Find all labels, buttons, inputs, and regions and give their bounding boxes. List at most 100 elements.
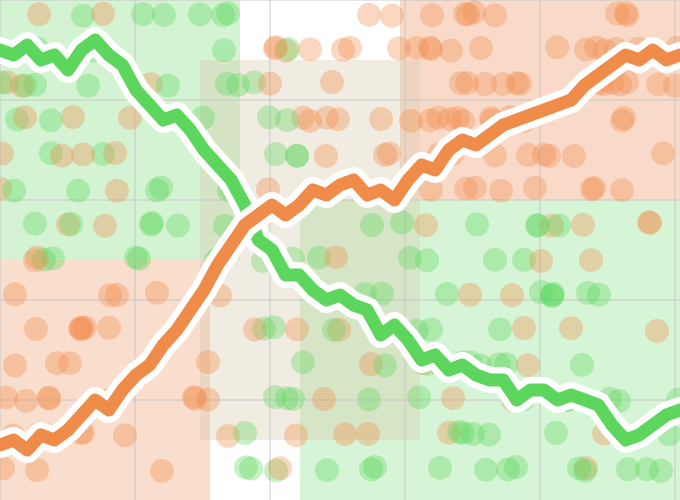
scatter-dot	[212, 38, 236, 63]
scatter-dot	[637, 210, 661, 235]
scatter-dot	[612, 105, 636, 130]
series-line-green	[0, 33, 680, 447]
scatter-dot	[651, 141, 675, 166]
scatter-dot	[298, 37, 322, 62]
scatter-dot	[435, 281, 459, 306]
scatter-dot	[645, 318, 669, 343]
scatter-dot	[465, 212, 489, 237]
scatter-dot	[573, 458, 597, 483]
scatter-dot	[264, 35, 288, 60]
scatter-dot	[118, 105, 142, 130]
scatter-dot	[474, 457, 498, 482]
scatter-dot	[263, 36, 287, 61]
scatter-dot	[437, 420, 461, 445]
scatter-dot	[23, 72, 47, 97]
scatter-dot	[454, 176, 478, 201]
scatter-dot	[105, 283, 129, 308]
scatter-dot	[0, 385, 18, 410]
scatter-dot	[252, 316, 276, 341]
scatter-dot	[446, 105, 470, 130]
scatter-dot	[574, 456, 598, 481]
scatter-dot	[373, 142, 397, 167]
scatter-dot	[567, 456, 591, 481]
scatter-dot	[103, 141, 127, 166]
scatter-dot	[70, 315, 94, 340]
scatter-dot	[281, 387, 305, 412]
scatter-dot	[547, 213, 571, 238]
scatter-dot	[635, 457, 659, 482]
scatter-dot	[458, 282, 482, 307]
scatter-dot	[540, 283, 564, 308]
scatter-dot	[483, 3, 507, 28]
scatter-dot	[380, 3, 404, 28]
scatter-dot	[145, 280, 169, 305]
scatter-dot	[61, 105, 85, 130]
scatter-dot	[0, 70, 19, 95]
scatter-dot	[529, 248, 553, 273]
scatter-dot	[512, 316, 536, 341]
series-lines-layer	[0, 27, 680, 463]
scatter-dot	[98, 283, 122, 308]
scatter-dot	[41, 246, 65, 271]
scatter-dot	[291, 350, 315, 375]
scatter-dot	[10, 73, 34, 98]
scatter-dot	[68, 316, 92, 341]
scatter-dot	[489, 178, 513, 203]
scatter-dot	[579, 248, 603, 273]
scatter-dot	[526, 213, 550, 238]
scatter-dot	[326, 107, 350, 132]
scatter-dot	[541, 281, 565, 306]
scatter-dot	[5, 107, 29, 132]
scatter-dot	[615, 70, 639, 95]
scatter-dot	[387, 36, 411, 61]
scatter-dot	[0, 456, 15, 481]
scatter-dot	[516, 143, 540, 168]
scatter-dot	[491, 71, 515, 96]
scatter-dot	[226, 72, 250, 97]
scatter-dot	[576, 280, 600, 305]
scatter-dot	[69, 317, 93, 342]
scatter-dot	[320, 70, 344, 95]
scatter-dot	[370, 281, 394, 306]
scatter-dot	[663, 73, 680, 98]
scatter-dot	[58, 351, 82, 376]
scatter-dot	[462, 0, 486, 25]
scatter-dot	[149, 175, 173, 200]
scatter-dot	[469, 36, 493, 61]
scatter-dot	[584, 35, 608, 60]
scatter-dot	[377, 141, 401, 166]
scatter-dot	[363, 455, 387, 480]
scatter-dot	[257, 105, 281, 130]
scatter-dot	[574, 37, 598, 62]
scatter-dot	[488, 317, 512, 342]
scatter-dot	[419, 37, 443, 62]
scatter-dot	[314, 143, 338, 168]
scatter-dot	[59, 212, 83, 237]
scatter-dot	[357, 387, 381, 412]
scatter-dot	[441, 386, 465, 411]
scatter-dot	[331, 37, 355, 62]
scatter-dot	[512, 247, 536, 272]
scatter-dot	[91, 142, 115, 167]
scatter-dot	[369, 107, 393, 132]
scatter-dot	[182, 385, 206, 410]
scatter-dot	[399, 108, 423, 133]
scatter-dot	[610, 178, 634, 203]
scatter-dot	[91, 1, 115, 26]
scatter-dot	[3, 282, 27, 307]
scatter-dot	[13, 73, 37, 98]
scatter-dot	[614, 1, 638, 26]
scatter-dot	[50, 143, 74, 168]
scatter-dot	[0, 70, 13, 95]
scatter-dot	[356, 421, 380, 446]
scatter-dot	[73, 315, 97, 340]
scatter-dot	[312, 387, 336, 412]
scatter-dot	[496, 457, 520, 482]
scatter-dot	[284, 423, 308, 448]
scatter-dot	[333, 422, 357, 447]
scatter-dot	[455, 70, 479, 95]
scatter-dot	[449, 71, 473, 96]
scatter-dot	[473, 71, 497, 96]
